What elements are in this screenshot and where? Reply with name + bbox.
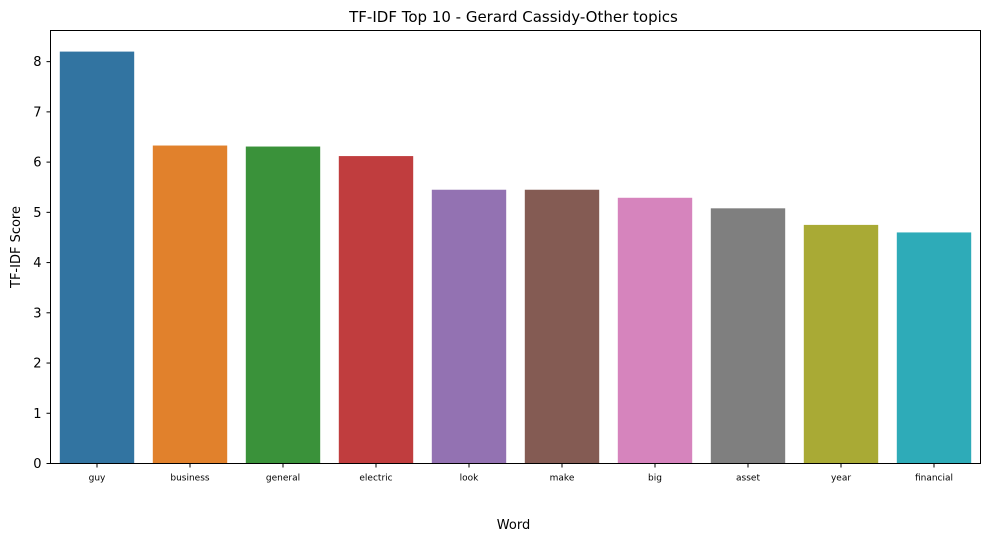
y-axis-label: TF-IDF Score	[9, 206, 24, 289]
bar-look	[431, 189, 507, 464]
y-axis-ticks: 0 1 2 3 4 5 6 7 8	[33, 55, 51, 472]
y-tick-label: 6	[33, 156, 41, 171]
x-tick-label: electric	[359, 474, 392, 484]
bar-big	[617, 197, 693, 464]
plot-frame	[50, 30, 981, 464]
bar-asset	[710, 208, 786, 464]
bar-electric	[338, 156, 414, 464]
bar-year	[803, 224, 879, 464]
y-tick-label: 4	[33, 256, 41, 271]
x-tick-label: look	[460, 474, 480, 484]
bar-financial	[896, 232, 972, 464]
x-tick-label: big	[648, 474, 662, 484]
bar-make	[524, 189, 600, 464]
y-tick-label: 3	[33, 306, 41, 321]
x-axis-ticks: guy business general electric look make big ass…	[89, 463, 953, 484]
y-tick-label: 2	[33, 357, 41, 372]
y-tick-label: 7	[33, 105, 41, 120]
x-tick-label: financial	[915, 474, 953, 484]
bar-guy	[59, 51, 135, 464]
chart-title: TF-IDF Top 10 - Gerard Cassidy-Other top…	[348, 8, 678, 26]
y-tick-label: 8	[33, 55, 41, 70]
x-tick-label: make	[550, 474, 575, 484]
x-tick-label: general	[266, 474, 300, 484]
x-tick-label: guy	[89, 474, 106, 484]
x-tick-label: business	[170, 474, 210, 484]
x-tick-label: year	[831, 474, 851, 484]
y-tick-label: 0	[33, 457, 41, 472]
bars-group	[59, 51, 972, 464]
y-tick-label: 1	[33, 407, 41, 422]
bar-general	[245, 146, 321, 464]
y-tick-label: 5	[33, 206, 41, 221]
x-axis-label: Word	[497, 518, 530, 533]
x-tick-label: asset	[736, 474, 760, 484]
bar-business	[152, 145, 228, 464]
